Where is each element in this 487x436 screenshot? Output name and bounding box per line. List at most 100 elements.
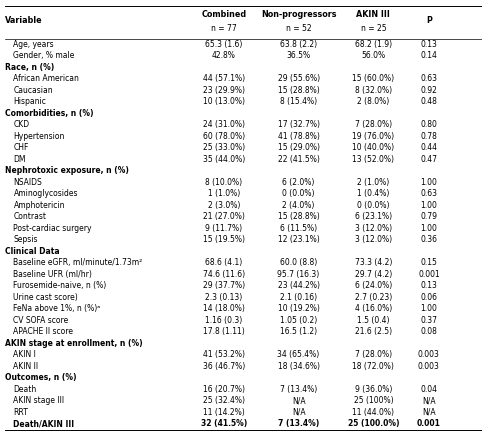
Text: CKD: CKD	[14, 120, 30, 129]
Text: RRT: RRT	[14, 408, 28, 417]
Text: 14 (18.0%): 14 (18.0%)	[203, 304, 245, 313]
Text: 73.3 (4.2): 73.3 (4.2)	[355, 258, 392, 267]
Text: 2.7 (0.23): 2.7 (0.23)	[355, 293, 392, 302]
Text: Age, years: Age, years	[14, 40, 54, 49]
Text: Nephrotoxic exposure, n (%): Nephrotoxic exposure, n (%)	[5, 166, 129, 175]
Text: 15 (60.0%): 15 (60.0%)	[352, 74, 394, 83]
Text: 25 (100.0%): 25 (100.0%)	[348, 419, 399, 428]
Text: 22 (41.5%): 22 (41.5%)	[278, 155, 319, 164]
Text: 29 (37.7%): 29 (37.7%)	[203, 281, 245, 290]
Text: 0.15: 0.15	[420, 258, 437, 267]
Text: 0.04: 0.04	[420, 385, 437, 394]
Text: 0.003: 0.003	[418, 350, 440, 359]
Text: 42.8%: 42.8%	[212, 51, 236, 60]
Text: 0.36: 0.36	[420, 235, 437, 244]
Text: 41 (78.8%): 41 (78.8%)	[278, 132, 319, 141]
Text: DM: DM	[14, 155, 26, 164]
Text: 24 (31.0%): 24 (31.0%)	[203, 120, 245, 129]
Text: 35 (44.0%): 35 (44.0%)	[203, 155, 245, 164]
Text: 10 (13.0%): 10 (13.0%)	[203, 97, 245, 106]
Text: 16 (20.7%): 16 (20.7%)	[203, 385, 245, 394]
Text: Death/AKIN III: Death/AKIN III	[14, 419, 75, 428]
Text: 11 (44.0%): 11 (44.0%)	[352, 408, 394, 417]
Text: n = 52: n = 52	[286, 24, 311, 33]
Text: 12 (23.1%): 12 (23.1%)	[278, 235, 319, 244]
Text: 21.6 (2.5): 21.6 (2.5)	[355, 327, 392, 336]
Text: 23 (29.9%): 23 (29.9%)	[203, 86, 245, 95]
Text: 0.14: 0.14	[420, 51, 437, 60]
Text: 2.1 (0.16): 2.1 (0.16)	[280, 293, 317, 302]
Text: 63.8 (2.2): 63.8 (2.2)	[280, 40, 317, 49]
Text: 60.0 (8.8): 60.0 (8.8)	[280, 258, 317, 267]
Text: Aminoglycosides: Aminoglycosides	[14, 189, 78, 198]
Text: Non-progressors: Non-progressors	[261, 10, 337, 19]
Text: 9 (11.7%): 9 (11.7%)	[206, 224, 243, 233]
Text: Furosemide-naive, n (%): Furosemide-naive, n (%)	[14, 281, 107, 290]
Text: 95.7 (16.3): 95.7 (16.3)	[278, 270, 320, 279]
Text: 0.13: 0.13	[420, 281, 437, 290]
Text: 56.0%: 56.0%	[361, 51, 385, 60]
Text: Contrast: Contrast	[14, 212, 46, 221]
Text: 29.7 (4.2): 29.7 (4.2)	[355, 270, 392, 279]
Text: African American: African American	[14, 74, 79, 83]
Text: 1.16 (0.3): 1.16 (0.3)	[206, 316, 243, 325]
Text: N/A: N/A	[422, 408, 436, 417]
Text: 0.78: 0.78	[420, 132, 437, 141]
Text: 41 (53.2%): 41 (53.2%)	[203, 350, 245, 359]
Text: 3 (12.0%): 3 (12.0%)	[355, 224, 392, 233]
Text: 44 (57.1%): 44 (57.1%)	[203, 74, 245, 83]
Text: 15 (28.8%): 15 (28.8%)	[278, 212, 319, 221]
Text: 25 (33.0%): 25 (33.0%)	[203, 143, 245, 152]
Text: 1.00: 1.00	[420, 201, 437, 210]
Text: 0.79: 0.79	[420, 212, 437, 221]
Text: 18 (72.0%): 18 (72.0%)	[353, 362, 394, 371]
Text: 34 (65.4%): 34 (65.4%)	[278, 350, 320, 359]
Text: 6 (24.0%): 6 (24.0%)	[355, 281, 392, 290]
Text: Combined: Combined	[201, 10, 246, 19]
Text: 0.06: 0.06	[420, 293, 437, 302]
Text: 1.05 (0.2): 1.05 (0.2)	[280, 316, 317, 325]
Text: 1.00: 1.00	[420, 304, 437, 313]
Text: 11 (14.2%): 11 (14.2%)	[203, 408, 245, 417]
Text: 0.47: 0.47	[420, 155, 437, 164]
Text: 15 (19.5%): 15 (19.5%)	[203, 235, 245, 244]
Text: AKIN stage III: AKIN stage III	[14, 396, 65, 405]
Text: 0.37: 0.37	[420, 316, 437, 325]
Text: 68.6 (4.1): 68.6 (4.1)	[206, 258, 243, 267]
Text: NSAIDS: NSAIDS	[14, 178, 42, 187]
Text: 6 (11.5%): 6 (11.5%)	[280, 224, 317, 233]
Text: 60 (78.0%): 60 (78.0%)	[203, 132, 245, 141]
Text: Comorbidities, n (%): Comorbidities, n (%)	[5, 109, 94, 118]
Text: FeNa above 1%, n (%)ᵃ: FeNa above 1%, n (%)ᵃ	[14, 304, 101, 313]
Text: 6 (2.0%): 6 (2.0%)	[282, 178, 315, 187]
Text: 0.003: 0.003	[418, 362, 440, 371]
Text: CHF: CHF	[14, 143, 29, 152]
Text: 15 (29.0%): 15 (29.0%)	[278, 143, 319, 152]
Text: 1.00: 1.00	[420, 224, 437, 233]
Text: 1.00: 1.00	[420, 178, 437, 187]
Text: 2 (3.0%): 2 (3.0%)	[208, 201, 240, 210]
Text: 0.48: 0.48	[420, 97, 437, 106]
Text: 8 (32.0%): 8 (32.0%)	[355, 86, 392, 95]
Text: 0 (0.0%): 0 (0.0%)	[282, 189, 315, 198]
Text: Caucasian: Caucasian	[14, 86, 53, 95]
Text: 68.2 (1.9): 68.2 (1.9)	[355, 40, 392, 49]
Text: 7 (13.4%): 7 (13.4%)	[280, 385, 317, 394]
Text: 17 (32.7%): 17 (32.7%)	[278, 120, 319, 129]
Text: 0.001: 0.001	[417, 419, 441, 428]
Text: 25 (100%): 25 (100%)	[354, 396, 393, 405]
Text: 23 (44.2%): 23 (44.2%)	[278, 281, 319, 290]
Text: 15 (28.8%): 15 (28.8%)	[278, 86, 319, 95]
Text: 7 (13.4%): 7 (13.4%)	[278, 419, 319, 428]
Text: AKIN I: AKIN I	[14, 350, 37, 359]
Text: Urine cast score): Urine cast score)	[14, 293, 78, 302]
Text: CV SOFA score: CV SOFA score	[14, 316, 69, 325]
Text: Hispanic: Hispanic	[14, 97, 46, 106]
Text: Clinical Data: Clinical Data	[5, 247, 59, 256]
Text: P: P	[426, 16, 432, 25]
Text: 1 (0.4%): 1 (0.4%)	[357, 189, 390, 198]
Text: 1.5 (0.4): 1.5 (0.4)	[357, 316, 390, 325]
Text: Sepsis: Sepsis	[14, 235, 38, 244]
Text: 0.63: 0.63	[420, 189, 437, 198]
Text: 6 (23.1%): 6 (23.1%)	[355, 212, 392, 221]
